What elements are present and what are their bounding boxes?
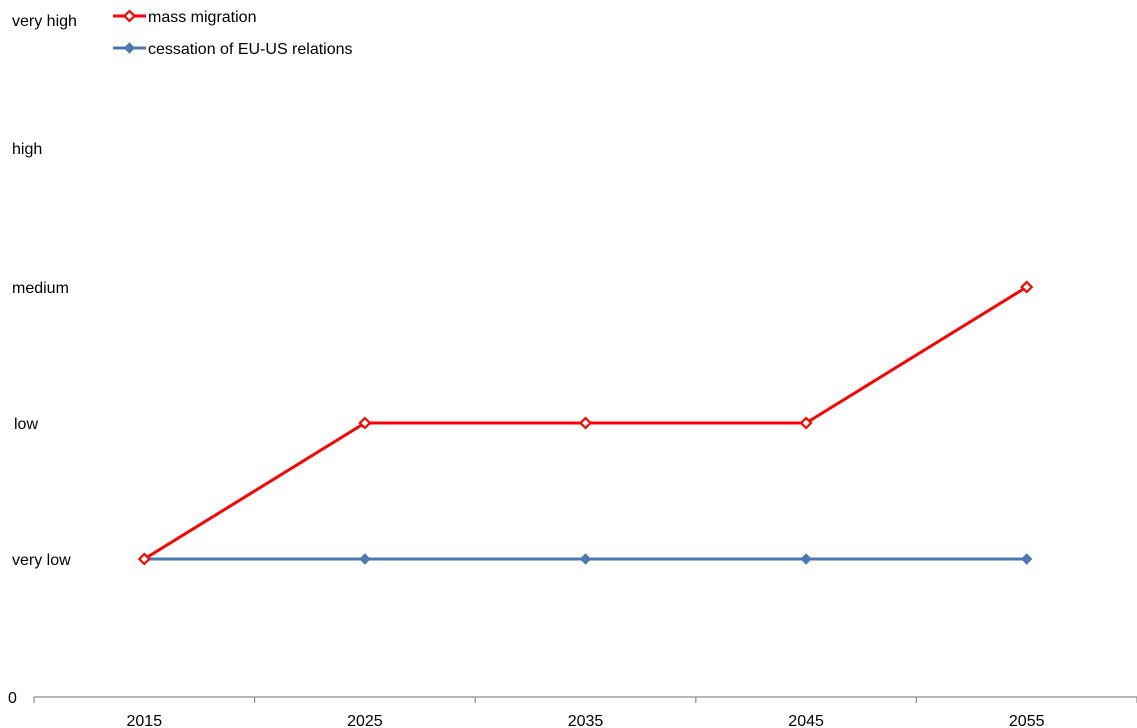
y-tick-label: very high bbox=[12, 13, 77, 30]
legend-marker bbox=[123, 42, 136, 54]
x-tick-label: 2015 bbox=[127, 713, 163, 728]
series-lines bbox=[137, 280, 1034, 566]
data-point bbox=[579, 553, 592, 565]
y-tick-label: high bbox=[12, 141, 42, 158]
axes bbox=[33, 696, 1137, 703]
legend: mass migration cessation of EU-US relatio… bbox=[113, 9, 353, 58]
y-tick-label: 0 bbox=[8, 690, 17, 707]
y-tick-label: low bbox=[14, 416, 38, 433]
x-tick-labels: 2015 2025 2035 2045 2055 bbox=[127, 713, 1045, 728]
data-point bbox=[359, 553, 371, 565]
data-point bbox=[358, 416, 372, 430]
legend-marker bbox=[122, 9, 137, 23]
x-tick-label: 2055 bbox=[1009, 713, 1045, 728]
legend-entry: cessation of EU-US relations bbox=[113, 41, 353, 58]
legend-label: mass migration bbox=[148, 9, 256, 26]
y-tick-label: very low bbox=[12, 552, 71, 569]
series-1 bbox=[137, 280, 1034, 566]
legend-entry: mass migration bbox=[113, 9, 256, 26]
x-tick-label: 2025 bbox=[347, 713, 383, 728]
data-point bbox=[137, 552, 151, 566]
x-tick-label: 2035 bbox=[568, 713, 604, 728]
legend-label: cessation of EU-US relations bbox=[148, 41, 353, 58]
y-tick-label: medium bbox=[12, 280, 69, 297]
data-point bbox=[1020, 553, 1033, 565]
data-point bbox=[800, 553, 812, 565]
series-2 bbox=[138, 553, 1033, 565]
x-tick-label: 2045 bbox=[788, 713, 824, 728]
data-point bbox=[799, 416, 813, 430]
data-point bbox=[578, 416, 593, 430]
data-point bbox=[1020, 280, 1034, 294]
y-tick-labels: 0 very low low medium high very high bbox=[8, 13, 77, 707]
